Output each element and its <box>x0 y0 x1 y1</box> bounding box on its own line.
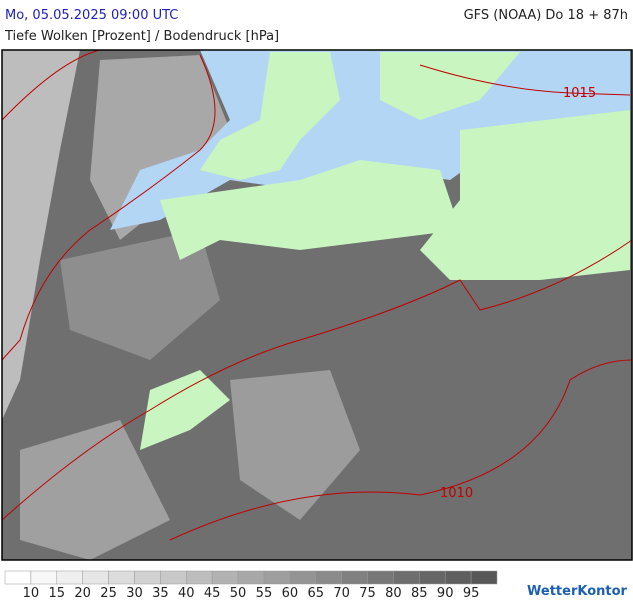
isobar <box>169 359 633 541</box>
legend-label: 85 <box>411 586 428 600</box>
legend-swatch <box>367 570 394 585</box>
legend-label: 40 <box>178 586 195 600</box>
legend: 10 15 20 25 30 35 40 45 50 55 60 65 70 75 80 85 90 95 <box>4 570 498 600</box>
legend-swatch <box>134 570 161 585</box>
legend-swatch <box>56 570 83 585</box>
legend-swatch <box>470 570 498 585</box>
subtitle: Tiefe Wolken [Prozent] / Bodendruck [hPa… <box>4 29 279 44</box>
isobar-label: 1010 <box>440 486 473 501</box>
legend-label: 70 <box>333 586 350 600</box>
cloud-patch <box>230 370 360 520</box>
legend-label: 80 <box>385 586 402 600</box>
legend-swatch <box>30 570 58 585</box>
legend-label: 35 <box>152 586 169 600</box>
legend-label: 50 <box>230 586 247 600</box>
legend-label: 15 <box>49 586 66 600</box>
cloud-patch <box>20 420 170 560</box>
map-frame <box>1 49 633 561</box>
legend-swatch <box>186 570 213 585</box>
legend-swatch <box>289 570 316 585</box>
land-clear <box>200 52 340 180</box>
isobar-label: 1015 <box>563 86 596 101</box>
cloud-patch <box>90 55 230 240</box>
land-clear <box>140 370 230 450</box>
legend-swatch <box>419 570 446 585</box>
isobar <box>1 239 633 521</box>
land-clear <box>420 110 630 280</box>
legend-label: 25 <box>100 586 117 600</box>
legend-swatch <box>108 570 135 585</box>
cloud-patch <box>2 50 80 420</box>
legend-label: 65 <box>307 586 324 600</box>
legend-swatch <box>4 570 32 585</box>
legend-label: 90 <box>437 586 454 600</box>
legend-label: 75 <box>359 586 376 600</box>
isobar <box>419 64 631 96</box>
isobar <box>1 49 216 361</box>
legend-label: 30 <box>126 586 143 600</box>
logo: WetterKontor <box>527 584 628 599</box>
datetime: Mo, 05.05.2025 09:00 UTC <box>5 8 178 23</box>
map: 1015 1010 <box>1 49 633 561</box>
land-clear <box>380 52 520 120</box>
legend-label: 60 <box>282 586 299 600</box>
cloud-patch <box>60 230 220 360</box>
legend-swatch <box>263 570 291 585</box>
legend-swatch <box>237 570 265 585</box>
sea <box>110 50 630 230</box>
legend-swatch <box>211 570 239 585</box>
legend-label: 95 <box>463 586 480 600</box>
legend-swatch <box>393 570 420 585</box>
legend-label: 10 <box>23 586 40 600</box>
legend-swatch <box>444 570 472 585</box>
legend-swatch <box>160 570 187 585</box>
legend-label: 55 <box>256 586 273 600</box>
legend-label: 20 <box>74 586 91 600</box>
model: GFS (NOAA) Do 18 + 87h <box>464 8 628 23</box>
legend-swatch <box>315 570 342 585</box>
land-clear <box>160 160 460 260</box>
legend-label: 45 <box>204 586 221 600</box>
legend-swatch <box>341 570 368 585</box>
legend-swatch <box>82 570 109 585</box>
